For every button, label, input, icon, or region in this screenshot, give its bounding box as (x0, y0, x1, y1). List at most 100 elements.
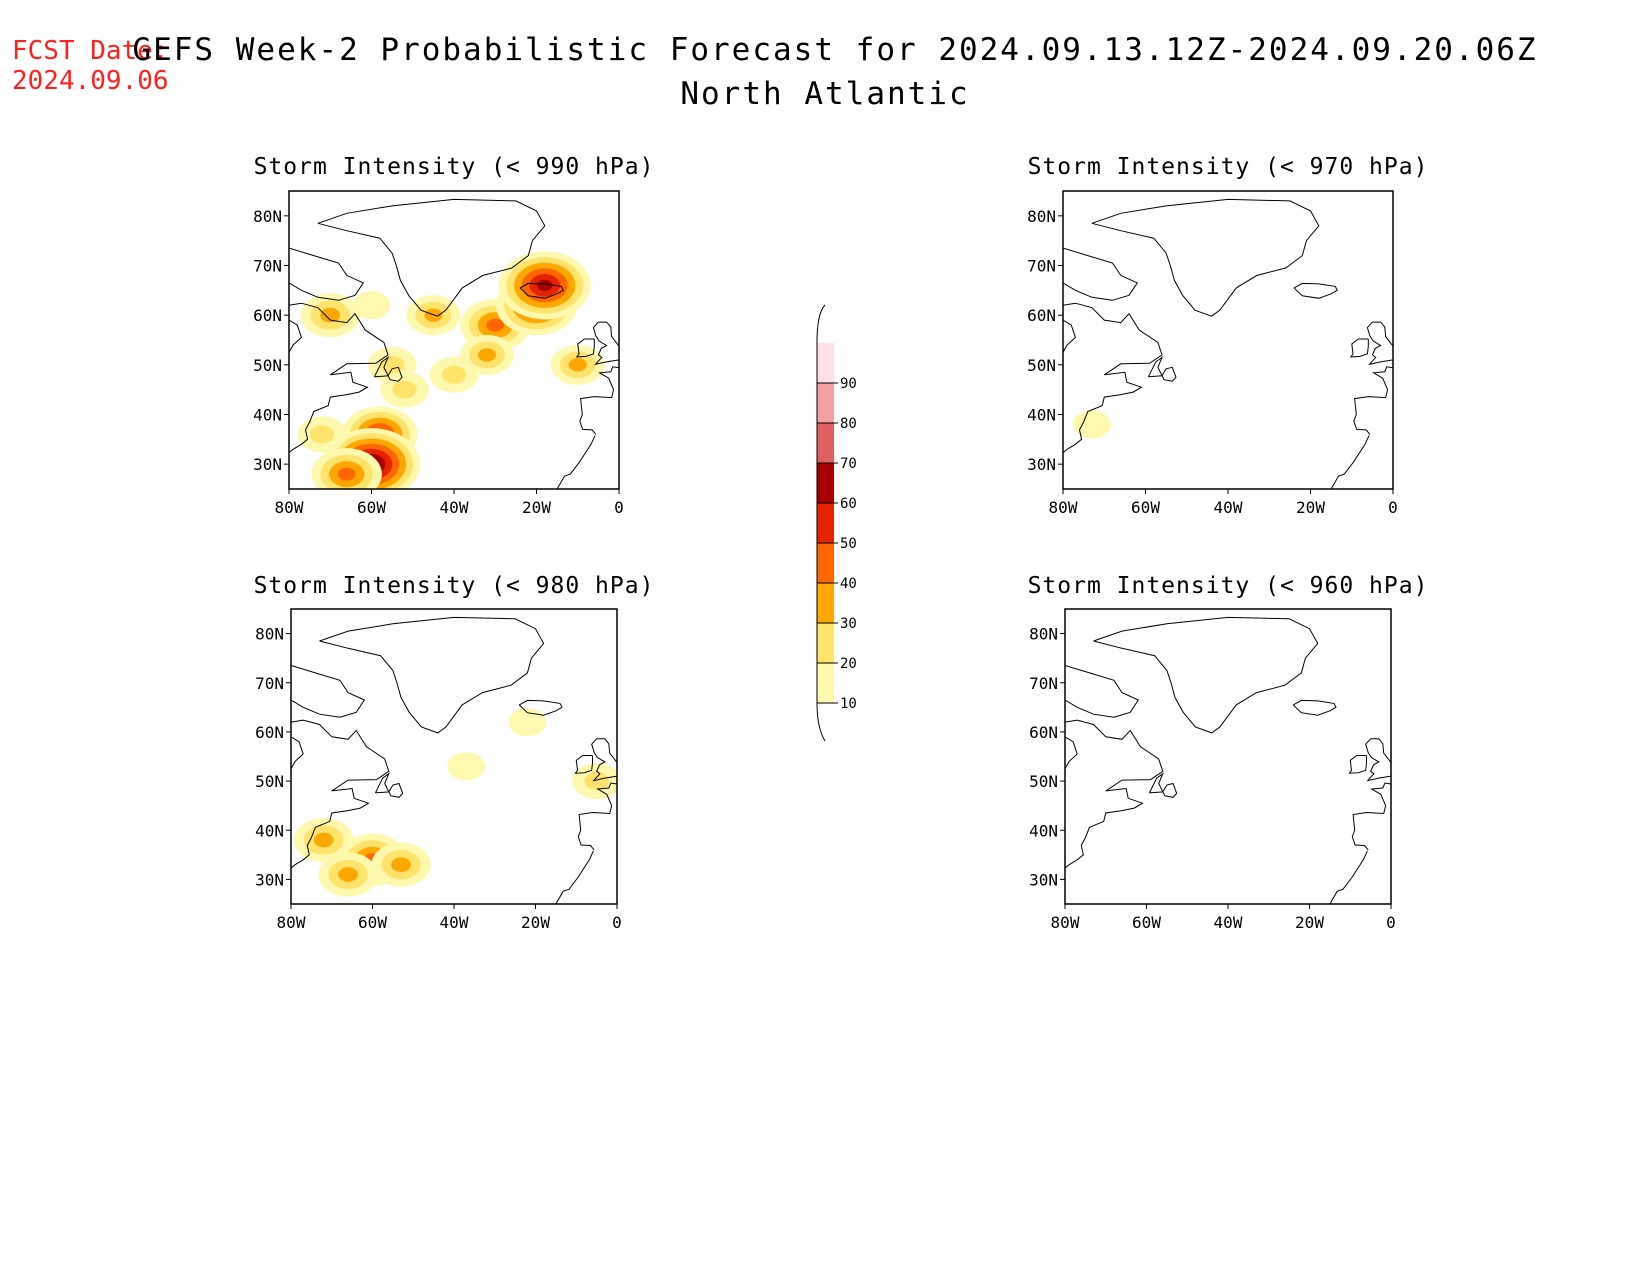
panel-title: Storm Intensity (< 960 hPa) (1028, 573, 1429, 599)
lon-tick-label: 60W (358, 913, 387, 932)
colorbar-label: 20 (840, 656, 857, 672)
probability-blob (1072, 410, 1111, 439)
coastline (291, 719, 390, 869)
contour-fill (1072, 410, 1111, 439)
coastline (289, 247, 365, 301)
lon-tick-label: 60W (1131, 498, 1160, 517)
contour-fill (352, 291, 391, 320)
contour-fill (584, 772, 609, 791)
lat-tick-label: 80N (255, 625, 284, 644)
coastline (1292, 699, 1337, 716)
probability-blob (429, 356, 479, 393)
lat-tick-label: 50N (253, 356, 282, 375)
probability-blob (311, 448, 382, 489)
lon-tick-label: 40W (1214, 498, 1243, 517)
probability-blob (318, 852, 378, 897)
forecast-date-value: 2024.09.06 (12, 66, 169, 96)
coastline (1063, 319, 1076, 353)
colorbar-label: 40 (840, 576, 857, 592)
map-panel-p960: Storm Intensity (< 960 hPa) 80N 70N 60N 50N 4… (1028, 573, 1429, 932)
lon-tick-label: 80W (1051, 913, 1080, 932)
page-subtitle: North Atlantic (680, 76, 970, 112)
probability-blob (550, 344, 605, 385)
lon-tick-label: 80W (275, 498, 304, 517)
coastline (373, 355, 403, 382)
colorbar-label: 50 (840, 536, 857, 552)
contour-fill (441, 365, 467, 384)
map-panel-p970: Storm Intensity (< 970 hPa) 80N 70N 60N 50N 4… (1027, 154, 1429, 517)
panel-title: Storm Intensity (< 990 hPa) (254, 154, 655, 180)
lon-tick-label: 0 (614, 498, 624, 517)
lon-tick-label: 80W (277, 913, 306, 932)
lat-tick-label: 30N (1027, 455, 1056, 474)
coastline (1353, 366, 1393, 435)
coastline (1091, 198, 1320, 317)
lon-tick-label: 0 (1386, 913, 1396, 932)
colorbar-swatch (817, 583, 834, 623)
probability-blob (380, 371, 429, 408)
coastline (1330, 435, 1370, 489)
coastline (317, 198, 546, 317)
contour-fill (379, 355, 405, 374)
coastline (291, 736, 304, 770)
coastline (518, 699, 563, 716)
probability-blob (352, 291, 391, 320)
lat-tick-label: 60N (253, 306, 282, 325)
coastline (374, 772, 404, 798)
lat-tick-label: 80N (1027, 207, 1056, 226)
contour-fill (391, 857, 411, 873)
coastline (1065, 736, 1078, 770)
contour-fill (313, 832, 334, 848)
panel-title: Storm Intensity (< 980 hPa) (254, 573, 655, 599)
colorbar-label: 30 (840, 616, 857, 632)
colorbar-label: 80 (840, 416, 857, 432)
lat-tick-label: 30N (1029, 870, 1058, 889)
lat-tick-label: 30N (253, 455, 282, 474)
lat-tick-label: 70N (1027, 257, 1056, 276)
coastline (575, 338, 595, 358)
lat-tick-label: 40N (253, 406, 282, 425)
contour-fill (337, 467, 356, 481)
panel-title: Storm Intensity (< 970 hPa) (1028, 154, 1429, 180)
coastline (556, 435, 596, 489)
coastline (1351, 782, 1391, 851)
coastline (319, 616, 545, 734)
colorbar-label: 60 (840, 496, 857, 512)
colorbar-label: 70 (840, 456, 857, 472)
probability-blob (572, 763, 617, 800)
coastline (577, 782, 617, 851)
lat-tick-label: 70N (255, 674, 284, 693)
coastline (592, 321, 619, 366)
lat-tick-label: 60N (255, 723, 284, 742)
coastline (1065, 665, 1140, 718)
colorbar-swatch (817, 383, 834, 423)
coastline (1365, 738, 1391, 782)
lon-tick-label: 60W (1132, 913, 1161, 932)
coastline (289, 319, 302, 353)
colorbar-label: 90 (840, 376, 857, 392)
colorbar-swatch (817, 623, 834, 663)
lat-tick-label: 50N (1029, 772, 1058, 791)
probability-blob (508, 708, 547, 737)
coastline (1349, 338, 1369, 358)
colorbar-swatch (817, 543, 834, 583)
map-panel-p990: Storm Intensity (< 990 hPa) 80N 70N 60N 50N 4… (253, 154, 655, 517)
colorbar-swatch (817, 663, 834, 703)
coastline (1147, 355, 1177, 382)
contour-fill (508, 708, 547, 737)
map-frame (1062, 190, 1394, 490)
contour-fill (568, 358, 587, 372)
lon-tick-label: 40W (440, 498, 469, 517)
coastline (1148, 772, 1178, 798)
coastline (591, 738, 617, 782)
coastline (1366, 321, 1393, 366)
lon-tick-label: 20W (1295, 913, 1324, 932)
coastline (555, 850, 594, 904)
coastline (1329, 850, 1368, 904)
coastline (289, 302, 389, 454)
lon-tick-label: 20W (522, 498, 551, 517)
coastline (1348, 755, 1367, 774)
lat-tick-label: 60N (1029, 723, 1058, 742)
forecast-date-label: FCST Date: (12, 36, 169, 66)
lat-tick-label: 40N (1027, 406, 1056, 425)
